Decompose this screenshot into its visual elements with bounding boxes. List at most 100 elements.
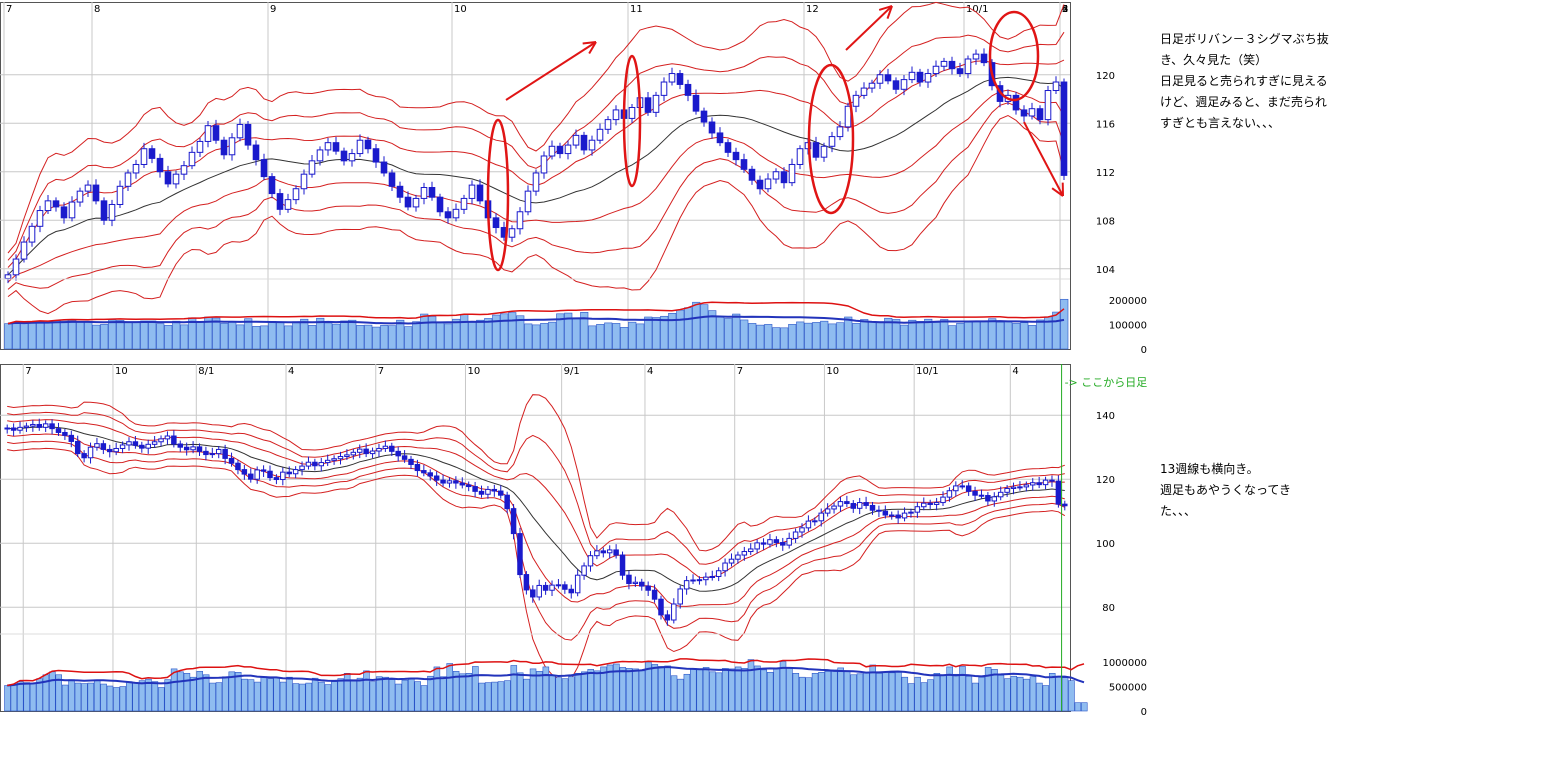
candle: [369, 447, 376, 459]
candle: [308, 155, 316, 178]
volume-bar: [876, 321, 885, 350]
candle: [364, 136, 372, 154]
candle: [812, 136, 820, 161]
candle: [1028, 102, 1036, 120]
candle-body: [132, 441, 139, 446]
candle: [408, 455, 414, 470]
candle-body: [388, 172, 396, 187]
volume-bar: [348, 319, 357, 350]
candle: [395, 446, 401, 462]
weekly-chart: 80 100 120 140 7 10 8/1 4 7 10 9/1 4 7 10 10/1 4 0 500000…: [0, 364, 1147, 718]
candle: [722, 558, 728, 577]
candle: [692, 89, 700, 115]
candle-body: [498, 490, 504, 496]
volume-bar: [824, 671, 832, 712]
candle-body: [308, 160, 316, 175]
candle: [921, 497, 927, 511]
candle: [108, 199, 116, 227]
candle: [741, 546, 748, 561]
highlight-oval: [988, 10, 1040, 102]
volume-bar: [337, 678, 345, 712]
note-line: すぎとも言えない、、、: [1160, 116, 1281, 130]
volume-bar: [914, 676, 921, 712]
daily-annotation-note: 日足ボリバン－３シグマぶち抜 き、久々見た（笑） 日足見ると売られすぎに見える …: [1160, 29, 1360, 134]
candle: [340, 147, 348, 166]
candle-body: [428, 187, 436, 198]
volume-bar: [676, 309, 685, 350]
candle-body: [177, 443, 184, 448]
candle: [412, 194, 420, 212]
volume-bar: [1023, 678, 1030, 712]
candle: [660, 77, 668, 102]
candle: [468, 180, 476, 205]
candle: [396, 181, 404, 204]
candle-body: [171, 435, 177, 445]
volume-bar: [805, 677, 812, 712]
candle: [254, 466, 260, 484]
candle-body: [453, 480, 459, 484]
volume-bar: [17, 681, 24, 712]
volume-bar: [644, 316, 653, 350]
candle-body: [4, 274, 12, 279]
candle: [772, 168, 780, 184]
candle-body: [94, 443, 100, 448]
candle: [100, 197, 108, 225]
candle-body: [1049, 479, 1055, 482]
candle-body: [164, 171, 172, 185]
candle-body: [700, 110, 708, 123]
candle: [145, 439, 151, 454]
candle-body: [382, 445, 389, 449]
candle: [1055, 475, 1062, 508]
candle-body: [820, 145, 828, 158]
volume-bar: [60, 319, 69, 350]
candle: [946, 487, 953, 502]
volume-bar: [350, 679, 357, 712]
candle: [1012, 91, 1020, 115]
candle: [444, 207, 452, 224]
candle-body: [668, 73, 676, 83]
candle: [62, 429, 68, 440]
candle-body: [933, 502, 940, 505]
note-line: 日足ボリバン－３シグマぶち抜: [1160, 32, 1329, 46]
note-line: 13週線も横向き。: [1160, 462, 1259, 476]
candle-body: [796, 148, 804, 165]
candle-body: [932, 65, 940, 75]
candle-body: [658, 598, 664, 616]
candle: [433, 471, 440, 486]
volume-bar: [36, 321, 45, 350]
candle-body: [108, 203, 116, 221]
volume-bar: [741, 668, 748, 712]
volume-tick-label: 0: [1141, 707, 1147, 718]
candle: [690, 574, 696, 585]
candle-body: [831, 505, 837, 510]
volume-bar: [428, 316, 437, 350]
candle: [587, 551, 594, 572]
candle: [574, 569, 581, 597]
candle-body: [504, 494, 510, 510]
candle-body: [732, 151, 740, 161]
note-line: き、久々見た（笑）: [1160, 53, 1268, 67]
volume-bar: [843, 671, 851, 712]
volume-tick-label: 0: [1141, 345, 1147, 356]
candle: [427, 469, 433, 481]
candle: [188, 146, 196, 170]
candle-body: [959, 485, 965, 488]
volume-bar: [972, 321, 981, 350]
candle: [709, 570, 716, 581]
volume-bar: [340, 320, 349, 350]
candle: [548, 140, 556, 160]
volume-bar: [596, 324, 605, 350]
candle: [268, 173, 276, 199]
candle-body: [991, 496, 998, 502]
candle-body: [235, 462, 241, 471]
candle: [158, 435, 164, 447]
candle: [172, 170, 180, 189]
x-tick-label: 10: [826, 366, 839, 377]
volume-bar: [670, 675, 678, 712]
volume-bar: [600, 666, 607, 712]
candle-body: [828, 136, 836, 147]
candle-body: [107, 448, 113, 453]
candle-body: [236, 123, 244, 139]
candle-body: [868, 82, 876, 89]
